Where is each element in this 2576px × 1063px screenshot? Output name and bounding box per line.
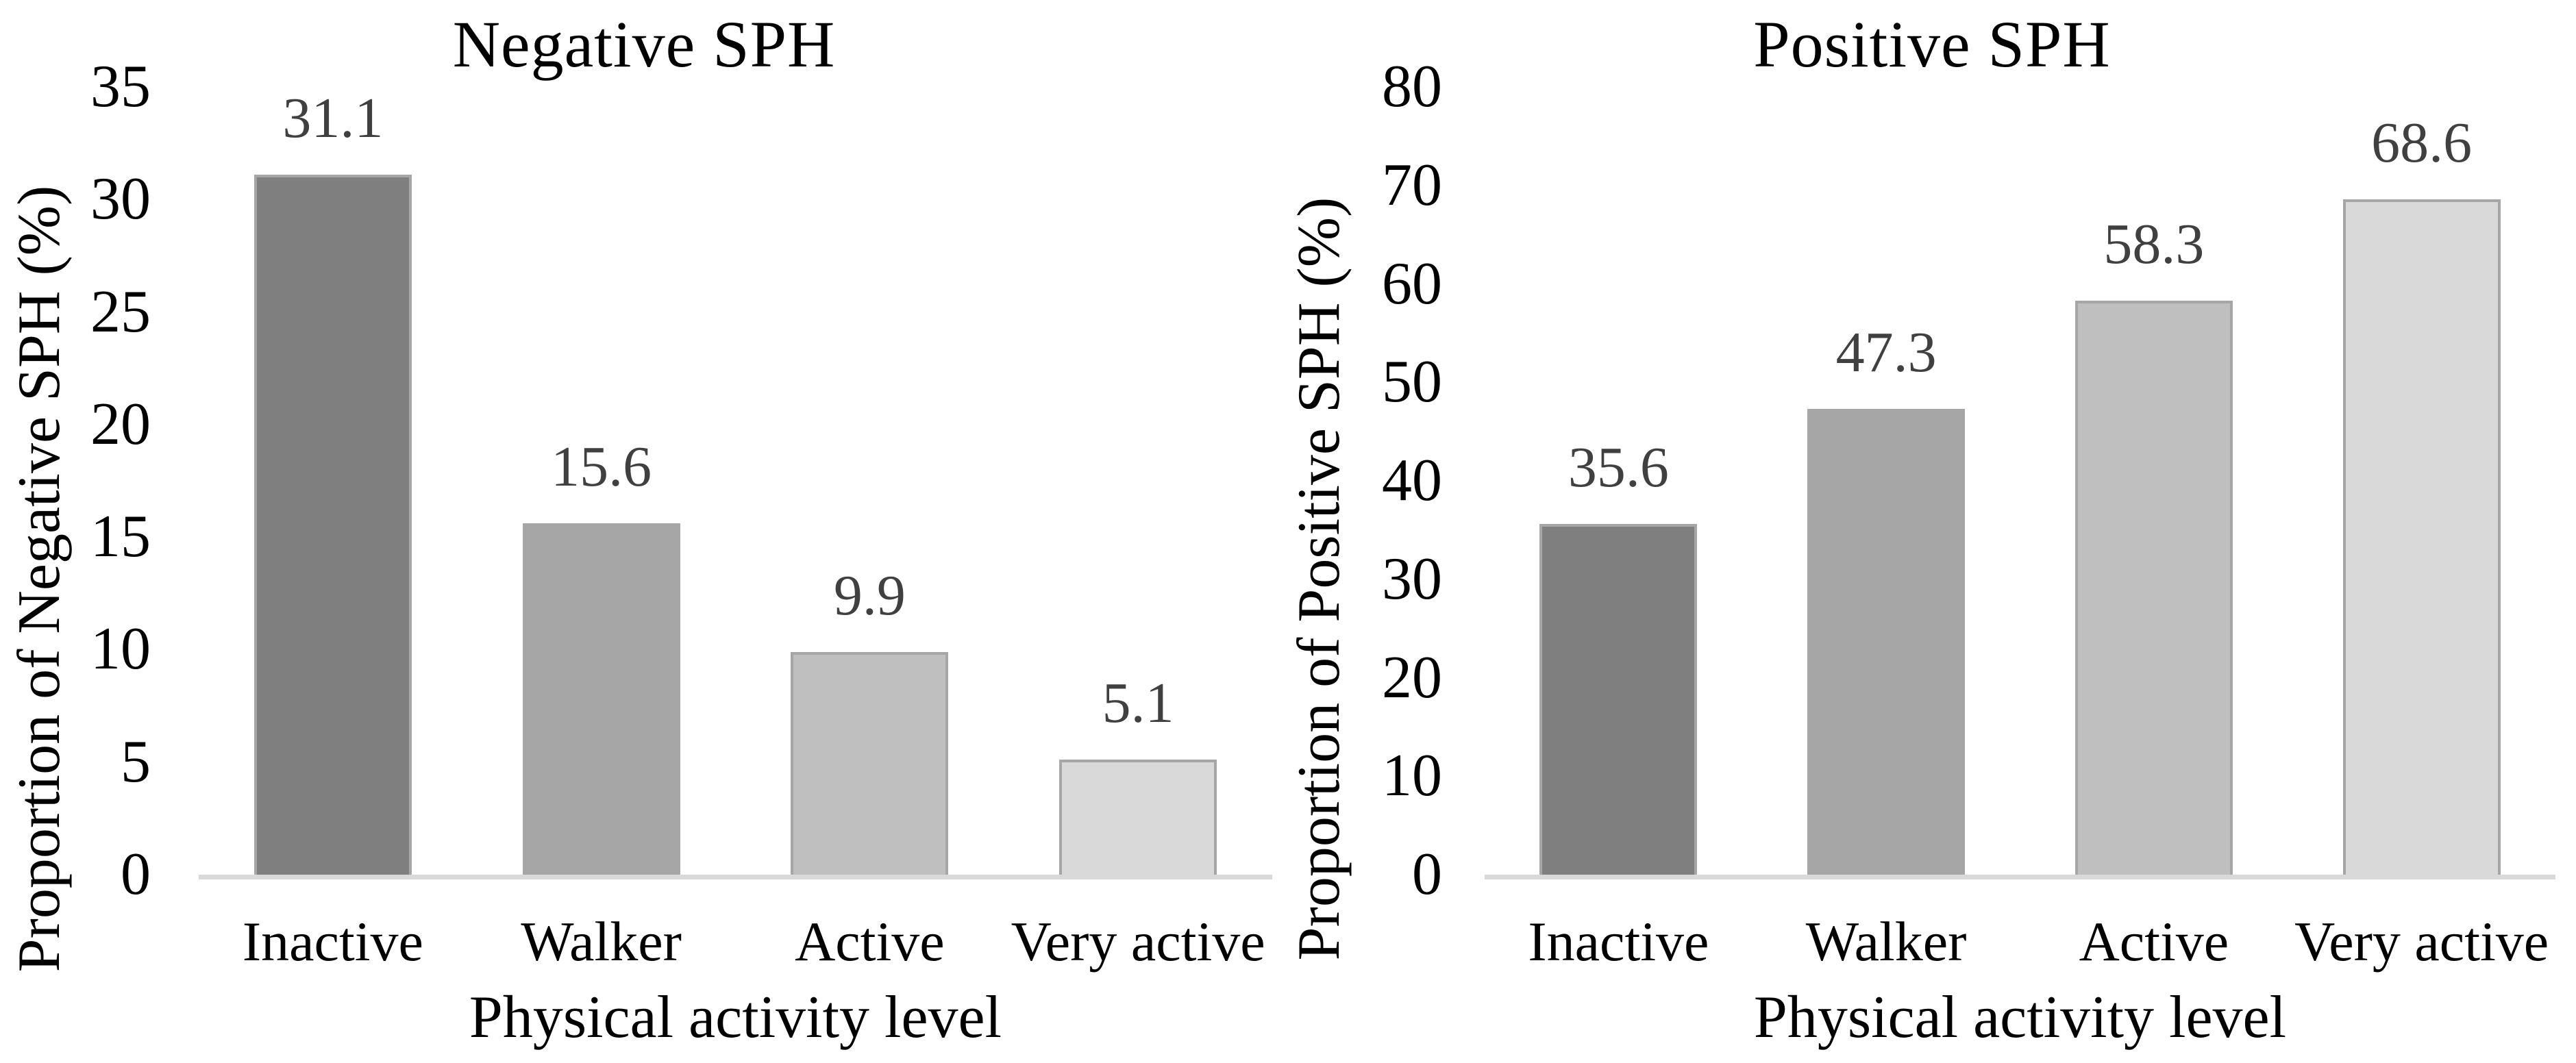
bar-inactive (1539, 524, 1698, 875)
y-tick-label: 30 (90, 166, 151, 233)
bar-group-active: 9.9 (736, 87, 1004, 875)
y-tick-label: 60 (1382, 250, 1442, 317)
negative-sph-chart: Negative SPH Proportion of Negative SPH … (6, 8, 1272, 1051)
bar-active (791, 651, 949, 875)
y-tick-label: 25 (90, 278, 151, 345)
y-tick-label: 80 (1382, 53, 1442, 120)
bar-group-very-active: 5.1 (1004, 87, 1272, 875)
bar-walker (1807, 409, 1966, 875)
bar-active (2075, 300, 2233, 875)
y-tick-label: 35 (90, 53, 151, 120)
x-axis-category-labels: Inactive Walker Active Very active (1485, 910, 2555, 985)
category-label: Very active (1011, 910, 1265, 973)
bar-group-very-active: 68.6 (2288, 87, 2555, 875)
chart-title: Negative SPH (452, 8, 836, 81)
category-label: Active (795, 910, 945, 973)
y-tick-label: 70 (1382, 151, 1442, 218)
category-label: Inactive (242, 910, 423, 973)
plot-area: 35.6 47.3 58.3 68.6 (1485, 87, 2555, 875)
bar-value-label: 5.1 (1102, 671, 1174, 736)
y-tick-label: 5 (121, 728, 151, 795)
bar-group-inactive: 35.6 (1485, 87, 1753, 875)
x-axis-title: Physical activity level (1753, 984, 2287, 1051)
bar-group-active: 58.3 (2020, 87, 2288, 875)
category-label: Walker (1805, 910, 1967, 973)
bar-walker (522, 523, 680, 875)
bar-inactive (253, 175, 412, 875)
y-tick-label: 10 (90, 616, 151, 683)
x-axis-title: Physical activity level (469, 984, 1002, 1051)
bar-very-active (1059, 760, 1217, 875)
bar-value-label: 15.6 (551, 435, 652, 499)
x-axis-category-labels: Inactive Walker Active Very active (199, 910, 1272, 985)
y-tick-label: 15 (90, 503, 151, 571)
bar-group-walker: 47.3 (1753, 87, 2020, 875)
chart-title: Positive SPH (1753, 8, 2111, 81)
x-axis-line (199, 875, 1272, 879)
y-tick-label: 40 (1382, 447, 1442, 514)
positive-sph-chart: Positive SPH Proportion of Positive SPH … (1286, 0, 2576, 1063)
y-tick-label: 0 (1412, 841, 1442, 908)
bar-value-label: 68.6 (2371, 110, 2473, 175)
bar-value-label: 58.3 (2103, 212, 2205, 276)
category-label: Very active (2294, 910, 2549, 973)
bar-group-walker: 15.6 (467, 87, 736, 875)
y-tick-label: 20 (1382, 644, 1442, 711)
category-label: Walker (521, 910, 682, 973)
bar-group-inactive: 31.1 (199, 87, 467, 875)
bar-value-label: 9.9 (833, 563, 906, 627)
y-tick-label: 0 (121, 841, 151, 908)
plot-area: 31.1 15.6 9.9 5.1 (199, 87, 1272, 875)
category-label: Active (2079, 910, 2229, 973)
bar-value-label: 47.3 (1835, 321, 1937, 385)
x-axis-line (1485, 875, 2555, 879)
category-label: Inactive (1528, 910, 1709, 973)
bar-very-active (2342, 199, 2501, 875)
y-tick-label: 10 (1382, 742, 1442, 810)
bar-value-label: 35.6 (1568, 436, 1669, 500)
y-tick-label: 30 (1382, 545, 1442, 612)
y-tick-label: 50 (1382, 349, 1442, 416)
y-tick-label: 20 (90, 390, 151, 458)
bar-value-label: 31.1 (282, 86, 384, 151)
